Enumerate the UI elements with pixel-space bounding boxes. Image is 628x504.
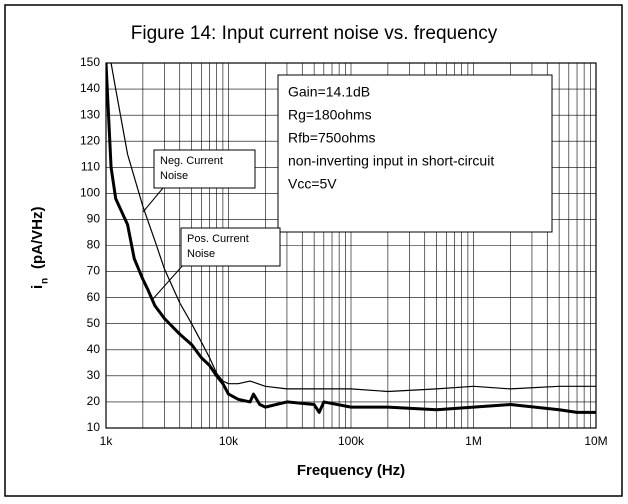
annotation-line: Vcc=5V — [288, 176, 337, 192]
y-axis-label: i n (pA/VHz) — [29, 207, 51, 290]
y-tick-label: 50 — [87, 316, 101, 330]
y-tick-label: 100 — [80, 186, 100, 200]
chart-title: Figure 14: Input current noise vs. frequ… — [131, 23, 498, 44]
y-tick-label: 10 — [87, 420, 101, 434]
y-tick-label: 90 — [87, 212, 101, 226]
annotation-line: Rfb=750ohms — [288, 130, 376, 146]
x-tick-label: 1M — [465, 434, 482, 448]
x-tick-label: 100k — [338, 434, 365, 448]
label-box — [153, 149, 256, 189]
annotation-line: Gain=14.1dB — [288, 84, 370, 100]
annotation-line: non-inverting input in short-circuit — [288, 153, 494, 169]
y-tick-label: 110 — [81, 159, 100, 173]
series-line — [110, 63, 596, 393]
frame — [4, 4, 623, 497]
y-tick-label: 130 — [80, 107, 100, 121]
annotation-line: Rg=180ohms — [288, 107, 372, 123]
x-tick-label: 10k — [219, 434, 239, 448]
leader-line — [142, 187, 164, 213]
y-label-unit: (pA/VHz) — [29, 207, 46, 270]
y-tick-label: 30 — [87, 368, 101, 382]
series-label: Pos. Current — [187, 233, 249, 245]
x-tick-label: 1k — [100, 434, 114, 448]
plot-border — [105, 62, 597, 429]
series-label: Noise — [160, 170, 188, 182]
series-label: Noise — [187, 248, 215, 260]
x-axis-label: Frequency (Hz) — [297, 462, 405, 479]
y-tick-label: 60 — [87, 290, 101, 304]
annotation-box — [277, 74, 553, 233]
y-tick-label: 120 — [80, 133, 100, 147]
y-label-subscript: n — [40, 278, 51, 284]
y-label-symbol: i — [29, 285, 46, 289]
label-box — [180, 227, 281, 267]
y-tick-label: 70 — [87, 264, 101, 278]
y-tick-label: 40 — [87, 342, 101, 356]
y-tick-label: 150 — [80, 55, 100, 69]
y-tick-label: 140 — [80, 81, 100, 95]
x-tick-label: 10M — [584, 434, 607, 448]
leader-line — [151, 263, 185, 301]
series-label: Neg. Current — [160, 155, 223, 167]
y-tick-label: 20 — [87, 394, 101, 408]
series-line — [106, 63, 596, 414]
y-tick-label: 80 — [87, 238, 101, 252]
